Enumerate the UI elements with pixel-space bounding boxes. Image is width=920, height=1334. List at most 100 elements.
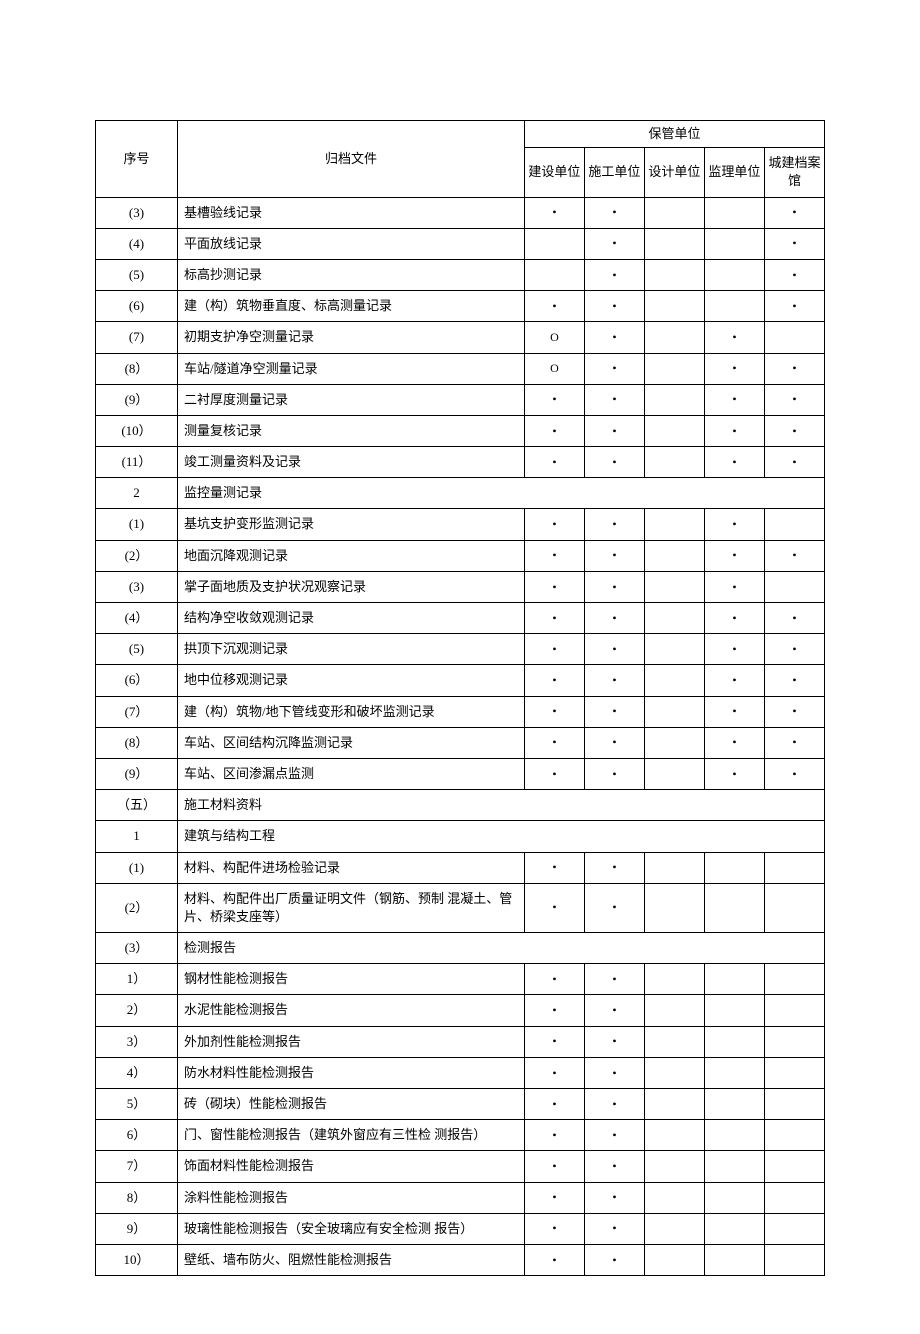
- row-file: 防水材料性能检测报告: [178, 1057, 525, 1088]
- row-mark: [704, 1026, 764, 1057]
- row-mark: [704, 883, 764, 932]
- row-mark: •: [584, 353, 644, 384]
- row-seq: (6): [96, 291, 178, 322]
- row-mark: •: [704, 634, 764, 665]
- row-mark: [764, 883, 824, 932]
- row-seq: (3): [96, 571, 178, 602]
- row-mark: •: [764, 540, 824, 571]
- row-mark: •: [524, 1213, 584, 1244]
- row-mark: •: [524, 415, 584, 446]
- row-mark: •: [524, 665, 584, 696]
- row-mark: •: [704, 758, 764, 789]
- row-file: 建（构）筑物/地下管线变形和破坏监测记录: [178, 696, 525, 727]
- header-unit-group: 保管单位: [524, 121, 824, 148]
- row-seq: （五）: [96, 790, 178, 821]
- row-mark: [704, 852, 764, 883]
- row-mark: •: [584, 696, 644, 727]
- row-seq: (7): [96, 322, 178, 353]
- row-seq: (6）: [96, 665, 178, 696]
- row-mark: [644, 603, 704, 634]
- table-row: (8）车站/隧道净空测量记录O•••: [96, 353, 825, 384]
- row-mark: •: [584, 571, 644, 602]
- table-row: (2）地面沉降观测记录••••: [96, 540, 825, 571]
- row-mark: •: [524, 852, 584, 883]
- row-mark: •: [764, 415, 824, 446]
- row-mark: [644, 1057, 704, 1088]
- row-seq: 9）: [96, 1213, 178, 1244]
- row-mark: •: [524, 291, 584, 322]
- row-mark: •: [524, 384, 584, 415]
- row-mark: •: [584, 1213, 644, 1244]
- row-mark: •: [524, 1244, 584, 1275]
- row-mark: •: [584, 1057, 644, 1088]
- row-file: 地面沉降观测记录: [178, 540, 525, 571]
- row-seq: (5): [96, 259, 178, 290]
- row-mark: [644, 1182, 704, 1213]
- table-row: (3）检测报告: [96, 933, 825, 964]
- row-mark: [644, 384, 704, 415]
- row-mark: •: [584, 291, 644, 322]
- row-file: 车站、区间结构沉降监测记录: [178, 727, 525, 758]
- table-body: (3)基槽验线记录•••(4)平面放线记录••(5)标高抄测记录••(6)建（构…: [96, 197, 825, 1276]
- row-mark: •: [704, 415, 764, 446]
- row-mark: •: [524, 758, 584, 789]
- archive-table: 序号 归档文件 保管单位 建设单位 施工单位 设计单位 监理单位 城建档案馆 (…: [95, 120, 825, 1276]
- row-seq: (1): [96, 852, 178, 883]
- row-mark: [764, 1244, 824, 1275]
- row-mark: [764, 852, 824, 883]
- row-section-title: 施工材料资料: [178, 790, 825, 821]
- header-seq: 序号: [96, 121, 178, 198]
- row-mark: •: [764, 603, 824, 634]
- row-mark: [704, 1244, 764, 1275]
- row-mark: [764, 1213, 824, 1244]
- row-file: 拱顶下沉观测记录: [178, 634, 525, 665]
- row-mark: [524, 228, 584, 259]
- table-row: (7)初期支护净空测量记录O••: [96, 322, 825, 353]
- row-mark: •: [704, 603, 764, 634]
- table-row: (3)掌子面地质及支护状况观察记录•••: [96, 571, 825, 602]
- row-mark: [644, 1244, 704, 1275]
- row-seq: 3）: [96, 1026, 178, 1057]
- row-mark: •: [704, 665, 764, 696]
- row-file: 车站/隧道净空测量记录: [178, 353, 525, 384]
- row-section-title: 监控量测记录: [178, 478, 825, 509]
- row-mark: •: [704, 571, 764, 602]
- row-mark: [644, 509, 704, 540]
- row-mark: [704, 291, 764, 322]
- row-seq: (7）: [96, 696, 178, 727]
- row-file: 饰面材料性能检测报告: [178, 1151, 525, 1182]
- table-row: (9）二衬厚度测量记录••••: [96, 384, 825, 415]
- row-mark: •: [704, 322, 764, 353]
- row-mark: [644, 634, 704, 665]
- row-mark: •: [764, 447, 824, 478]
- table-row: 8）涂料性能检测报告••: [96, 1182, 825, 1213]
- row-file: 基坑支护变形监测记录: [178, 509, 525, 540]
- row-mark: •: [584, 1151, 644, 1182]
- row-mark: •: [524, 696, 584, 727]
- table-row: (10）测量复核记录••••: [96, 415, 825, 446]
- row-file: 玻璃性能检测报告（安全玻璃应有安全检测 报告）: [178, 1213, 525, 1244]
- row-file: 建（构）筑物垂直度、标高测量记录: [178, 291, 525, 322]
- row-mark: •: [764, 758, 824, 789]
- row-seq: (9）: [96, 758, 178, 789]
- row-file: 涂料性能检测报告: [178, 1182, 525, 1213]
- row-file: 初期支护净空测量记录: [178, 322, 525, 353]
- row-file: 平面放线记录: [178, 228, 525, 259]
- row-mark: •: [584, 603, 644, 634]
- row-mark: •: [524, 1182, 584, 1213]
- row-mark: [764, 995, 824, 1026]
- row-mark: [704, 1213, 764, 1244]
- row-mark: [704, 259, 764, 290]
- row-mark: [704, 1182, 764, 1213]
- row-mark: •: [764, 696, 824, 727]
- row-file: 砖（砌块）性能检测报告: [178, 1089, 525, 1120]
- row-mark: •: [524, 1026, 584, 1057]
- row-seq: (4): [96, 228, 178, 259]
- row-mark: •: [524, 1151, 584, 1182]
- row-mark: [704, 1120, 764, 1151]
- row-mark: [644, 1026, 704, 1057]
- row-mark: •: [524, 540, 584, 571]
- row-file: 材料、构配件出厂质量证明文件（钢筋、预制 混凝土、管片、桥梁支座等）: [178, 883, 525, 932]
- row-mark: [644, 1213, 704, 1244]
- table-row: 7）饰面材料性能检测报告••: [96, 1151, 825, 1182]
